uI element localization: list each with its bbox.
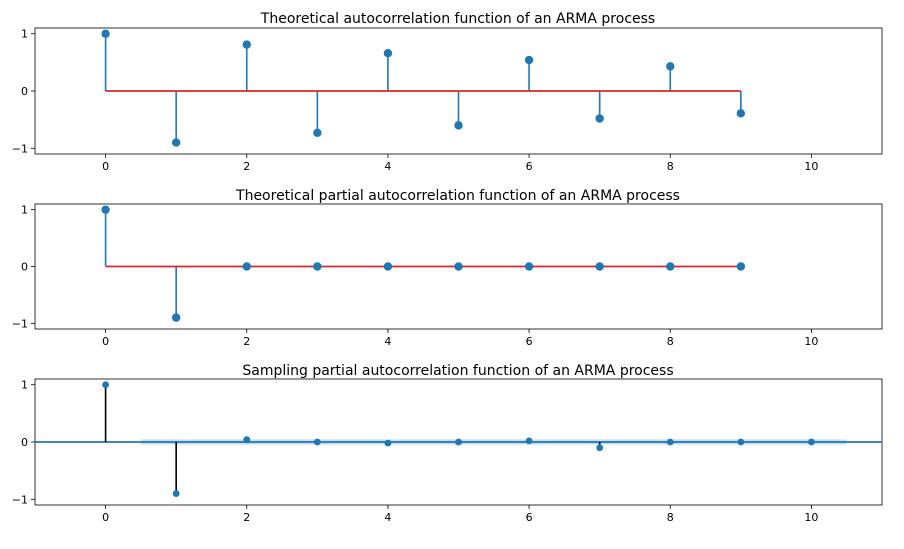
stem-marker <box>666 62 675 71</box>
x-tick-label: 10 <box>804 160 818 173</box>
stem-marker <box>101 29 110 38</box>
stem-marker <box>242 40 251 49</box>
x-tick-label: 10 <box>804 335 818 348</box>
x-tick-label: 0 <box>102 511 109 524</box>
stem-marker <box>524 262 534 271</box>
stem-marker <box>101 205 110 214</box>
x-tick-label: 4 <box>384 160 391 173</box>
x-tick-label: 4 <box>384 335 391 348</box>
stem-marker <box>455 438 462 446</box>
y-tick-label: −1 <box>12 493 28 506</box>
x-tick-label: 8 <box>667 335 674 348</box>
x-tick-label: 0 <box>102 160 109 173</box>
x-tick-label: 2 <box>243 511 250 524</box>
x-tick-label: 6 <box>526 511 533 524</box>
y-tick-label: 1 <box>21 204 28 217</box>
stem-marker <box>384 439 392 447</box>
stem-marker <box>243 436 251 444</box>
stem-marker <box>454 262 463 271</box>
stem-marker <box>666 262 675 271</box>
stem-marker <box>666 438 674 446</box>
stem-marker <box>383 49 393 58</box>
subplot-pacf: Theoretical partial autocorrelation func… <box>12 188 883 348</box>
y-tick-label: 1 <box>21 379 28 392</box>
y-tick-label: 0 <box>21 261 28 274</box>
stem-marker <box>524 55 534 65</box>
stem-marker <box>102 381 109 389</box>
stem-marker <box>313 438 321 446</box>
stem-marker <box>313 128 322 138</box>
x-tick-label: 8 <box>667 511 674 524</box>
stem-marker <box>737 438 745 446</box>
y-tick-label: 1 <box>21 28 28 41</box>
stem-marker <box>808 438 815 446</box>
stem-marker <box>736 109 746 118</box>
subplot-title: Theoretical autocorrelation function of … <box>260 11 655 27</box>
y-tick-label: 0 <box>21 436 28 449</box>
x-tick-label: 6 <box>526 160 533 173</box>
stem-marker <box>171 138 181 147</box>
y-tick-label: −1 <box>12 317 28 330</box>
stem-marker <box>736 262 746 271</box>
y-tick-label: 0 <box>21 85 28 98</box>
subplot-title: Theoretical partial autocorrelation func… <box>235 188 680 204</box>
stem-marker <box>242 262 251 271</box>
x-tick-label: 2 <box>243 335 250 348</box>
x-tick-label: 8 <box>667 160 674 173</box>
x-tick-label: 4 <box>384 511 391 524</box>
subplot-title: Sampling partial autocorrelation functio… <box>242 363 673 379</box>
stem-marker <box>525 437 533 445</box>
x-tick-label: 6 <box>526 335 533 348</box>
stem-marker <box>171 313 181 322</box>
stem-marker <box>595 262 604 271</box>
subplot-acf: Theoretical autocorrelation function of … <box>12 11 883 173</box>
subplot-sample-pacf: Sampling partial autocorrelation functio… <box>12 363 883 524</box>
stem-marker <box>454 121 463 130</box>
stem-marker <box>313 262 322 271</box>
stem-marker <box>383 262 393 271</box>
stem-marker <box>172 490 180 497</box>
y-tick-label: −1 <box>12 142 28 155</box>
stem-marker <box>595 114 604 123</box>
x-tick-label: 2 <box>243 160 250 173</box>
x-tick-label: 10 <box>804 511 818 524</box>
x-tick-label: 0 <box>102 335 109 348</box>
stem-marker <box>596 444 604 452</box>
